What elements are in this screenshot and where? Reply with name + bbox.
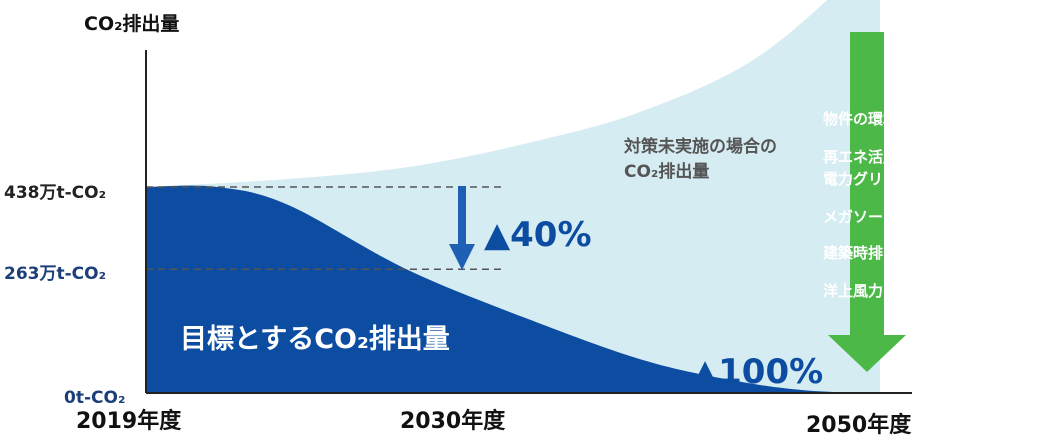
measure-item-2: 再エネ活用・ xyxy=(823,148,913,166)
y-axis-label: CO₂排出量 xyxy=(84,12,179,35)
baseline-series-label-line1: 対策未実施の場合の xyxy=(623,136,777,157)
x-tick-2050: 2050年度 xyxy=(806,412,912,438)
measure-item-3: 電力グリーン化 xyxy=(823,170,927,188)
measure-item-5: 建築時排出量削減、 xyxy=(823,244,958,262)
x-tick-2019: 2019年度 xyxy=(76,408,182,434)
measure-item-4: メガソーラー拡大 xyxy=(823,208,943,226)
measure-item-1: 物件の環境性能向上 xyxy=(823,110,958,128)
y-tick-263: 263万t-CO₂ xyxy=(4,264,106,284)
x-tick-2030: 2030年度 xyxy=(400,408,506,434)
target-emissions-area xyxy=(146,185,880,393)
measures-arrow xyxy=(828,32,906,372)
measure-item-6: 洋上風力・新技術など xyxy=(823,282,973,300)
reduction-arrow xyxy=(449,186,475,270)
y-tick-0: 0t-CO₂ xyxy=(64,388,125,408)
annotation-100: ▲100% xyxy=(692,352,823,392)
target-series-label: 目標とするCO₂排出量 xyxy=(180,324,450,355)
baseline-series-label-line2: CO₂排出量 xyxy=(624,161,709,182)
y-tick-438: 438万t-CO₂ xyxy=(4,183,106,203)
annotation-40: ▲40% xyxy=(484,215,592,255)
